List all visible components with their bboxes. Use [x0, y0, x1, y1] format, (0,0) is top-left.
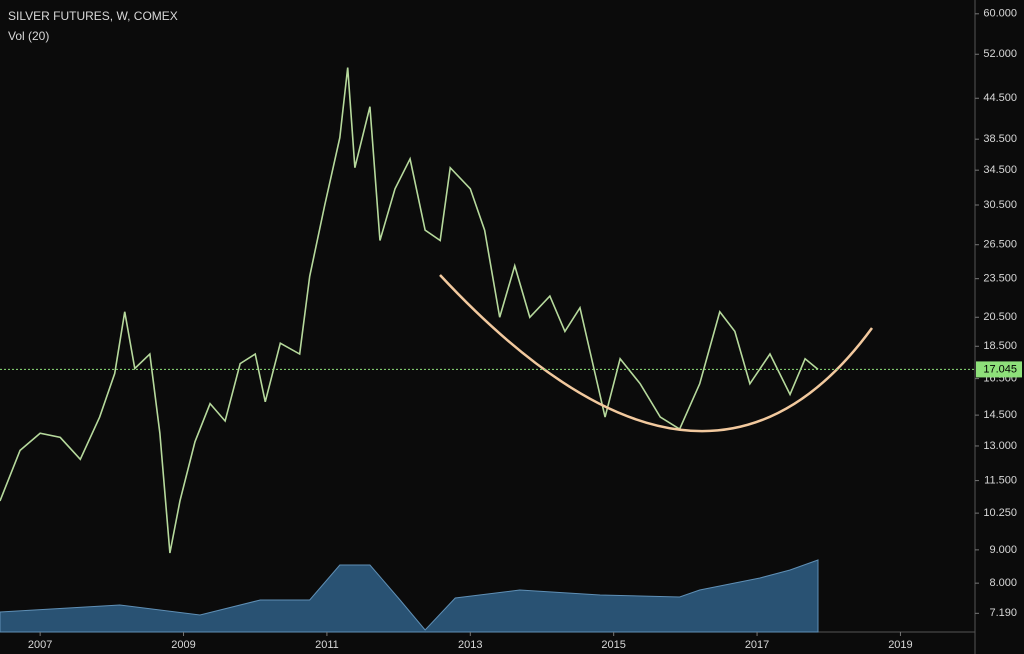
last-price-box	[976, 361, 1022, 378]
y-tick-label: 7.190	[989, 607, 1017, 619]
y-tick-label: 10.250	[983, 507, 1017, 519]
x-tick-label: 2019	[888, 639, 912, 651]
y-tick-label: 13.000	[983, 440, 1017, 452]
price-line	[0, 67, 819, 554]
x-tick-label: 2009	[171, 639, 195, 651]
y-tick-label: 18.500	[983, 340, 1017, 352]
y-tick-label: 34.500	[983, 164, 1017, 176]
x-tick-label: 2017	[745, 639, 769, 651]
y-tick-label: 14.500	[983, 409, 1017, 421]
cup-annotation	[439, 274, 874, 433]
y-tick-label: 30.500	[983, 199, 1017, 211]
volume-legend: Vol (20)	[8, 29, 49, 43]
y-tick-label: 52.000	[983, 48, 1017, 60]
last-price-label: 17.045	[983, 363, 1017, 375]
y-tick-label: 23.500	[983, 273, 1017, 285]
y-tick-label: 20.500	[983, 311, 1017, 323]
y-tick-label: 26.500	[983, 239, 1017, 251]
y-tick-label: 9.000	[989, 544, 1017, 556]
x-tick-label: 2011	[315, 639, 339, 651]
x-tick-label: 2007	[28, 639, 52, 651]
x-tick-label: 2015	[601, 639, 625, 651]
volume-area	[0, 559, 819, 633]
y-tick-label: 44.500	[983, 92, 1017, 104]
chart-title: SILVER FUTURES, W, COMEX	[8, 9, 178, 23]
y-tick-label: 38.500	[983, 133, 1017, 145]
x-tick-label: 2013	[458, 639, 482, 651]
y-tick-label: 11.500	[984, 475, 1017, 487]
y-tick-label: 8.000	[989, 577, 1017, 589]
y-tick-label: 60.000	[983, 8, 1017, 20]
